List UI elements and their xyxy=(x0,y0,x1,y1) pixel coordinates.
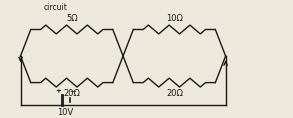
Text: −: − xyxy=(69,87,76,96)
Text: 20Ω: 20Ω xyxy=(166,89,183,98)
Text: circuit: circuit xyxy=(44,3,68,12)
Text: +: + xyxy=(56,88,62,94)
Text: 5Ω: 5Ω xyxy=(66,14,78,23)
Text: 10V: 10V xyxy=(57,108,74,117)
Text: 20Ω: 20Ω xyxy=(63,89,80,98)
Text: 10Ω: 10Ω xyxy=(166,14,183,23)
